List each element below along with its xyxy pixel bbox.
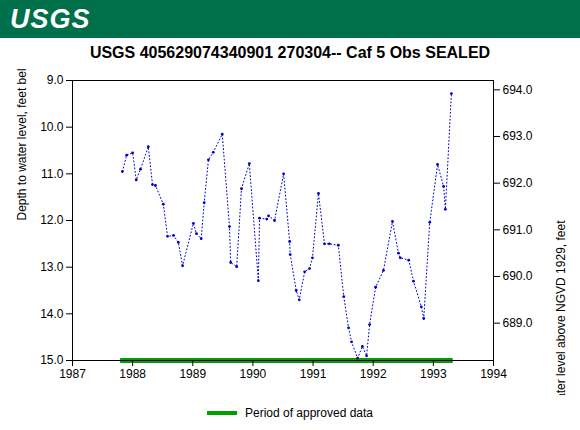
html-text:Period of approved data: Period of approved data <box>245 405 373 420</box>
svg-text:12.0: 12.0 <box>40 213 64 227</box>
svg-text:13.0: 13.0 <box>40 260 64 274</box>
svg-text:1993: 1993 <box>420 367 447 381</box>
svg-text:1991: 1991 <box>300 367 327 381</box>
svg-text:11.0: 11.0 <box>41 167 64 181</box>
svg-text:1988: 1988 <box>119 367 146 381</box>
svg-text:Depth to water level, feet bel: Depth to water level, feet below land su… <box>15 68 29 221</box>
svg-text:15.0: 15.0 <box>40 353 64 367</box>
svg-text:1989: 1989 <box>179 367 206 381</box>
svg-text:10.0: 10.0 <box>40 120 64 134</box>
svg-text:694.0: 694.0 <box>503 83 533 97</box>
svg-text:690.0: 690.0 <box>503 269 533 283</box>
svg-text:9.0: 9.0 <box>47 73 64 87</box>
svg-text:1994: 1994 <box>480 367 507 381</box>
svg-text:1992: 1992 <box>360 367 387 381</box>
html-text:USGS 405629074340901 270304--: USGS 405629074340901 270304-- Caf 5 Obs … <box>89 44 491 61</box>
svg-text:1987: 1987 <box>59 367 86 381</box>
svg-text:Groundwater level above NGVD 1: Groundwater level above NGVD 1929, feet <box>554 220 568 395</box>
svg-text:692.0: 692.0 <box>503 176 533 190</box>
html-text:USGS: USGS <box>10 4 91 34</box>
svg-text:1990: 1990 <box>240 367 267 381</box>
svg-text:691.0: 691.0 <box>503 223 533 237</box>
svg-text:689.0: 689.0 <box>503 316 533 330</box>
svg-text:693.0: 693.0 <box>503 129 533 143</box>
svg-text:14.0: 14.0 <box>40 307 64 321</box>
